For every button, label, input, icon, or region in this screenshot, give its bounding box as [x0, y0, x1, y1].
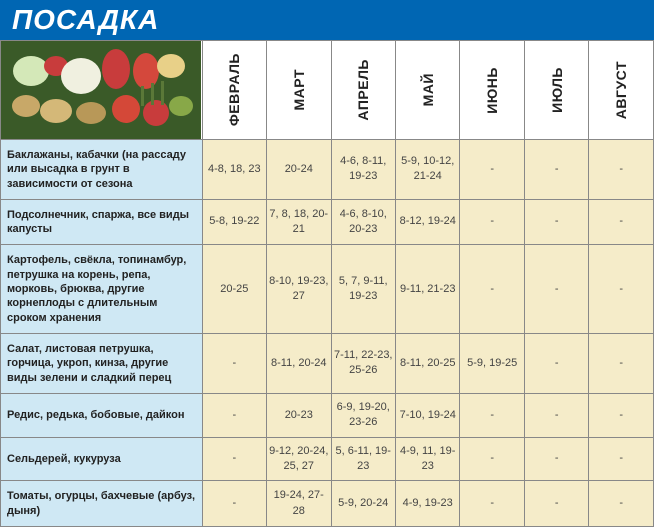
value-cell: -	[589, 481, 654, 527]
value-cell: 4-9, 19-23	[395, 481, 459, 527]
value-cell: -	[589, 393, 654, 437]
value-cell: -	[524, 245, 588, 333]
value-cell: 19-24, 27-28	[267, 481, 331, 527]
value-cell: -	[460, 481, 524, 527]
value-cell: 7, 8, 18, 20-21	[267, 199, 331, 245]
value-cell: -	[460, 199, 524, 245]
table-row: Томаты, огурцы, бахчевые (арбуз, дыня)-1…	[1, 481, 654, 527]
value-cell: 9-12, 20-24, 25, 27	[267, 437, 331, 481]
crop-cell: Редис, редька, бобовые, дайкон	[1, 393, 203, 437]
crop-cell: Подсолнечник, спаржа, все виды капусты	[1, 199, 203, 245]
value-cell: -	[524, 140, 588, 200]
month-header-2: АПРЕЛЬ	[331, 41, 395, 140]
value-cell: -	[460, 437, 524, 481]
table-row: Подсолнечник, спаржа, все виды капусты5-…	[1, 199, 654, 245]
vegetable-image-cell	[1, 41, 203, 140]
value-cell: 4-9, 11, 19-23	[395, 437, 459, 481]
table-row: Салат, листовая петрушка, горчица, укроп…	[1, 333, 654, 393]
value-cell: 9-11, 21-23	[395, 245, 459, 333]
value-cell: 5, 7, 9-11, 19-23	[331, 245, 395, 333]
page-title: ПОСАДКА	[0, 0, 654, 40]
value-cell: -	[589, 437, 654, 481]
table-row: Баклажаны, кабачки (на рассаду или высад…	[1, 140, 654, 200]
crop-cell: Сельдерей, кукуруза	[1, 437, 203, 481]
vegetable-image	[1, 41, 201, 139]
planting-table: ФЕВРАЛЬ МАРТ АПРЕЛЬ МАЙ ИЮНЬ ИЮЛЬ АВГУСТ…	[0, 40, 654, 527]
value-cell: 5-8, 19-22	[202, 199, 266, 245]
value-cell: -	[524, 333, 588, 393]
header-row: ФЕВРАЛЬ МАРТ АПРЕЛЬ МАЙ ИЮНЬ ИЮЛЬ АВГУСТ	[1, 41, 654, 140]
value-cell: 4-6, 8-10, 20-23	[331, 199, 395, 245]
month-label: ИЮЛЬ	[549, 67, 565, 113]
table-row: Картофель, свёкла, топинамбур, петрушка …	[1, 245, 654, 333]
value-cell: -	[524, 199, 588, 245]
month-header-0: ФЕВРАЛЬ	[202, 41, 266, 140]
value-cell: -	[460, 393, 524, 437]
month-header-5: ИЮЛЬ	[524, 41, 588, 140]
value-cell: -	[202, 333, 266, 393]
table-body: Баклажаны, кабачки (на рассаду или высад…	[1, 140, 654, 527]
value-cell: -	[589, 245, 654, 333]
value-cell: 7-11, 22-23, 25-26	[331, 333, 395, 393]
crop-cell: Салат, листовая петрушка, горчица, укроп…	[1, 333, 203, 393]
month-header-1: МАРТ	[267, 41, 331, 140]
table-row: Сельдерей, кукуруза-9-12, 20-24, 25, 275…	[1, 437, 654, 481]
value-cell: 20-23	[267, 393, 331, 437]
crop-cell: Картофель, свёкла, топинамбур, петрушка …	[1, 245, 203, 333]
value-cell: 8-11, 20-25	[395, 333, 459, 393]
value-cell: 4-8, 18, 23	[202, 140, 266, 200]
month-label: МАРТ	[291, 69, 307, 110]
month-label: МАЙ	[420, 73, 436, 106]
value-cell: 20-24	[267, 140, 331, 200]
value-cell: -	[589, 333, 654, 393]
value-cell: 5-9, 19-25	[460, 333, 524, 393]
value-cell: -	[524, 437, 588, 481]
value-cell: 20-25	[202, 245, 266, 333]
value-cell: -	[589, 140, 654, 200]
value-cell: 5-9, 10-12, 21-24	[395, 140, 459, 200]
value-cell: 7-10, 19-24	[395, 393, 459, 437]
value-cell: -	[202, 481, 266, 527]
crop-cell: Баклажаны, кабачки (на рассаду или высад…	[1, 140, 203, 200]
value-cell: -	[202, 437, 266, 481]
month-label: АВГУСТ	[613, 61, 629, 119]
value-cell: 8-10, 19-23, 27	[267, 245, 331, 333]
value-cell: -	[524, 393, 588, 437]
value-cell: 4-6, 8-11, 19-23	[331, 140, 395, 200]
value-cell: -	[589, 199, 654, 245]
month-label: ИЮНЬ	[484, 67, 500, 114]
value-cell: -	[524, 481, 588, 527]
value-cell: -	[202, 393, 266, 437]
value-cell: -	[460, 140, 524, 200]
value-cell: 6-9, 19-20, 23-26	[331, 393, 395, 437]
crop-cell: Томаты, огурцы, бахчевые (арбуз, дыня)	[1, 481, 203, 527]
value-cell: 5-9, 20-24	[331, 481, 395, 527]
month-header-3: МАЙ	[395, 41, 459, 140]
value-cell: 5, 6-11, 19-23	[331, 437, 395, 481]
month-label: ФЕВРАЛЬ	[226, 53, 242, 126]
value-cell: 8-12, 19-24	[395, 199, 459, 245]
value-cell: -	[460, 245, 524, 333]
month-header-6: АВГУСТ	[589, 41, 654, 140]
month-label: АПРЕЛЬ	[355, 59, 371, 121]
value-cell: 8-11, 20-24	[267, 333, 331, 393]
table-row: Редис, редька, бобовые, дайкон-20-236-9,…	[1, 393, 654, 437]
month-header-4: ИЮНЬ	[460, 41, 524, 140]
